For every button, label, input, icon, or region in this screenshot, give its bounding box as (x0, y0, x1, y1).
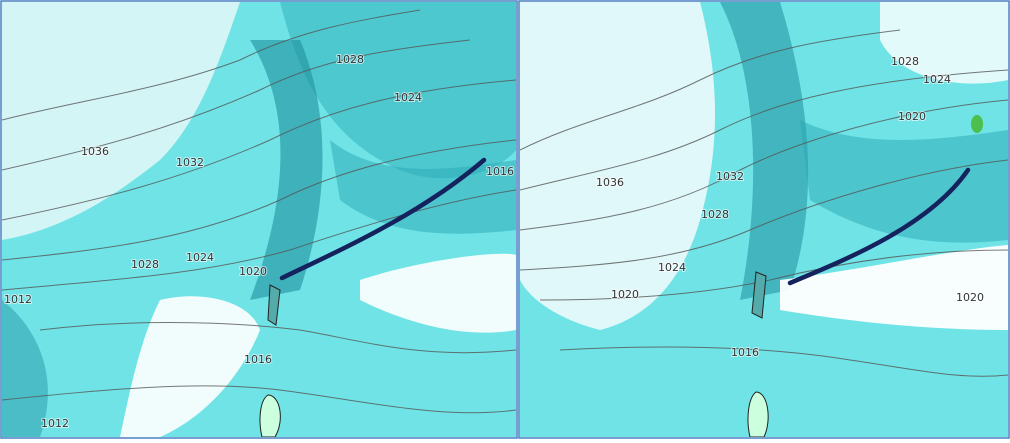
isobar-label: 1024 (394, 91, 422, 104)
isobar-label: 1028 (131, 258, 159, 271)
isobar-label: 1012 (4, 293, 32, 306)
isobar-label: 1020 (956, 291, 984, 304)
right-panel (520, 2, 1008, 437)
right-border (518, 0, 1010, 439)
isobar-label: 1024 (186, 251, 214, 264)
isobar-label: 1036 (81, 145, 109, 158)
isobar-label: 1020 (239, 265, 267, 278)
isobar-label: 1016 (731, 346, 759, 359)
isobar-label: 1028 (701, 208, 729, 221)
isobar-label: 1016 (244, 353, 272, 366)
isobar-label: 1028 (336, 53, 364, 66)
isobar-label: 1028 (891, 55, 919, 68)
isobar-label: 1016 (486, 165, 514, 178)
left-border (0, 0, 518, 439)
left-panel (2, 2, 516, 437)
isobar-label: 1020 (611, 288, 639, 301)
isobar-label: 1032 (716, 170, 744, 183)
isobar-label: 1020 (898, 110, 926, 123)
isobar-label: 1012 (41, 417, 69, 430)
isobar-label: 1024 (658, 261, 686, 274)
isobar-label: 1024 (923, 73, 951, 86)
isobar-label: 1032 (176, 156, 204, 169)
isobar-label: 1036 (596, 176, 624, 189)
